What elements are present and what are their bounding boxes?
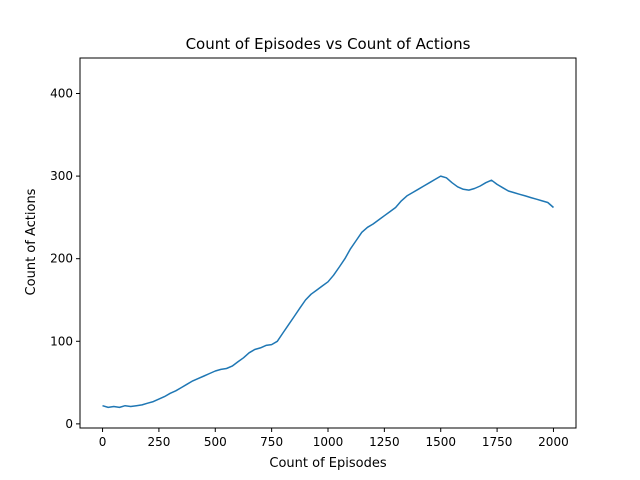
x-tick-label: 1750 bbox=[482, 435, 513, 449]
x-tick-label: 750 bbox=[260, 435, 283, 449]
y-tick-label: 400 bbox=[50, 87, 73, 101]
plot-frame bbox=[79, 57, 577, 429]
x-tick-label: 250 bbox=[147, 435, 170, 449]
x-tick-label: 1250 bbox=[369, 435, 400, 449]
x-tick-label: 1000 bbox=[313, 435, 344, 449]
x-tick-label: 500 bbox=[204, 435, 227, 449]
y-tick-label: 200 bbox=[50, 252, 73, 266]
y-tick-label: 300 bbox=[50, 169, 73, 183]
y-tick-label: 100 bbox=[50, 334, 73, 348]
y-axis-label: Count of Actions bbox=[24, 188, 39, 295]
x-axis-ticks: 0 250 500 750 1000 1250 1500 1750 2000 bbox=[99, 428, 569, 449]
x-axis-label: Count of Episodes bbox=[269, 456, 386, 471]
x-tick-label: 1500 bbox=[425, 435, 456, 449]
series-line-0 bbox=[102, 175, 554, 409]
plot-area bbox=[79, 57, 577, 429]
y-tick-label: 0 bbox=[65, 417, 73, 431]
chart-title: Count of Episodes vs Count of Actions bbox=[186, 35, 471, 53]
y-axis-ticks: 0 100 200 300 400 bbox=[50, 87, 80, 431]
x-tick-label: 2000 bbox=[538, 435, 569, 449]
x-tick-label: 0 bbox=[99, 435, 107, 449]
